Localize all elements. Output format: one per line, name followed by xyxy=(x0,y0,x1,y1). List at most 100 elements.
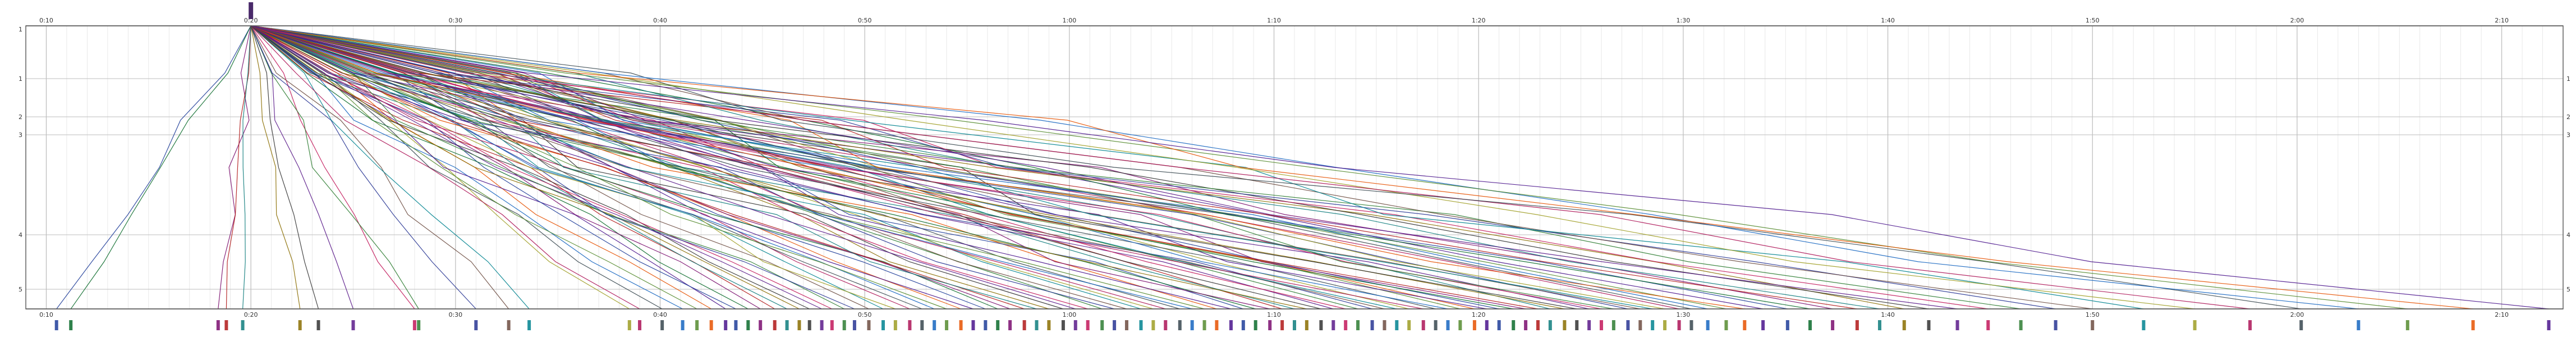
series-end-marker xyxy=(298,320,302,330)
series-end-marker xyxy=(1548,320,1552,330)
series-end-marker xyxy=(695,320,699,330)
series-end-marker xyxy=(660,320,664,330)
series-line xyxy=(226,25,251,309)
series-end-marker xyxy=(1831,320,1835,330)
series-end-marker xyxy=(1241,320,1245,330)
series-line xyxy=(250,25,922,309)
series-end-marker xyxy=(1785,320,1789,330)
x-tick-label-top: 1:50 xyxy=(2086,17,2100,24)
series-line xyxy=(251,25,2302,309)
series-end-marker xyxy=(785,320,789,330)
series-end-marker xyxy=(1536,320,1540,330)
x-tick-label-top: 0:20 xyxy=(244,17,258,24)
start-marker xyxy=(249,2,254,19)
x-tick-label-top: 0:50 xyxy=(858,17,872,24)
x-tick-label-top: 1:00 xyxy=(1063,17,1077,24)
series-end-marker xyxy=(1331,320,1335,330)
series-end-marker xyxy=(1280,320,1284,330)
series-end-marker xyxy=(893,320,897,330)
series-line xyxy=(250,25,683,309)
series-end-marker xyxy=(1808,320,1812,330)
series-line xyxy=(250,25,1833,309)
series-end-marker xyxy=(2547,320,2551,330)
series-line xyxy=(250,25,640,309)
series-line xyxy=(250,25,1565,309)
series-end-marker xyxy=(1524,320,1528,330)
x-tick-label-bottom: 1:30 xyxy=(1677,311,1691,318)
series-end-marker xyxy=(1434,320,1438,330)
right-station-label: 5 xyxy=(2566,286,2570,293)
series-line xyxy=(250,25,530,309)
x-tick-label-bottom: 1:20 xyxy=(1472,311,1486,318)
series-line xyxy=(70,25,251,309)
series-line xyxy=(250,25,1334,309)
series-line xyxy=(250,25,1857,309)
series-end-marker xyxy=(2193,320,2197,330)
series-end-marker xyxy=(1086,320,1090,330)
series-end-marker xyxy=(1047,320,1051,330)
series-line xyxy=(250,25,869,309)
x-tick-label-top: 2:00 xyxy=(2290,17,2304,24)
series-end-marker xyxy=(1253,320,1257,330)
x-tick-label-bottom: 0:50 xyxy=(858,311,872,318)
x-tick-label-bottom: 0:40 xyxy=(653,311,667,318)
series-end-marker xyxy=(1743,320,1747,330)
series-line xyxy=(250,25,1788,309)
series-end-marker xyxy=(1512,320,1516,330)
series-end-marker xyxy=(69,320,73,330)
series-line xyxy=(250,25,1192,309)
series-line xyxy=(250,25,1514,309)
series-end-marker xyxy=(1458,320,1462,330)
series-end-marker xyxy=(1215,320,1219,330)
series-line xyxy=(250,25,1436,309)
series-end-marker xyxy=(2299,320,2303,330)
series-end-marker xyxy=(2091,320,2095,330)
series-line xyxy=(251,25,2473,309)
series-line xyxy=(250,25,1628,309)
series-end-marker xyxy=(224,320,228,330)
axes: 0:10 0:10 0:20 0:20 0:30 0:30 0:40 0:40 0:50 0:50… xyxy=(19,2,2570,318)
series-end-marker xyxy=(474,320,478,330)
series-line xyxy=(250,25,663,309)
left-station-label: 3 xyxy=(19,131,22,139)
right-station-label: 4 xyxy=(2566,231,2570,239)
series-line xyxy=(250,25,810,309)
station-label-group xyxy=(54,320,2551,330)
x-tick-label-bottom: 2:00 xyxy=(2290,311,2304,318)
series-end-marker xyxy=(316,320,320,330)
series-end-marker xyxy=(1190,320,1194,330)
series-end-marker xyxy=(1446,320,1450,330)
series-end-marker xyxy=(1689,320,1693,330)
series-end-marker xyxy=(2248,320,2252,330)
series-line xyxy=(250,25,1641,309)
series-end-marker xyxy=(1344,320,1348,330)
x-tick-label-top: 1:20 xyxy=(1472,17,1486,24)
x-tick-label-bottom: 1:10 xyxy=(1267,311,1281,318)
series-line xyxy=(250,25,822,309)
series-end-marker xyxy=(1485,320,1489,330)
series-end-marker xyxy=(1229,320,1233,330)
left-station-label: 1 xyxy=(19,26,22,33)
series-end-marker xyxy=(1761,320,1765,330)
series-end-marker xyxy=(959,320,963,330)
series-line xyxy=(250,25,1989,309)
series-end-marker xyxy=(807,320,811,330)
series-end-marker xyxy=(797,320,801,330)
left-station-label: 5 xyxy=(19,286,22,293)
x-tick-label-bottom: 1:00 xyxy=(1063,311,1077,318)
series-line xyxy=(250,25,947,309)
x-tick-label-bottom: 0:10 xyxy=(39,311,53,318)
series-end-marker xyxy=(54,320,58,330)
x-tick-label-bottom: 0:20 xyxy=(244,311,258,318)
series-line xyxy=(250,25,749,309)
series-end-marker xyxy=(681,320,685,330)
series-end-marker xyxy=(1724,320,1728,330)
series-end-marker xyxy=(1663,320,1667,330)
series-line xyxy=(250,25,1141,309)
series-end-marker xyxy=(1563,320,1567,330)
series-line xyxy=(251,25,1708,309)
right-station-label: 2 xyxy=(2566,113,2570,121)
series-line xyxy=(250,25,476,309)
series-line xyxy=(250,25,301,309)
series-end-marker xyxy=(920,320,924,330)
